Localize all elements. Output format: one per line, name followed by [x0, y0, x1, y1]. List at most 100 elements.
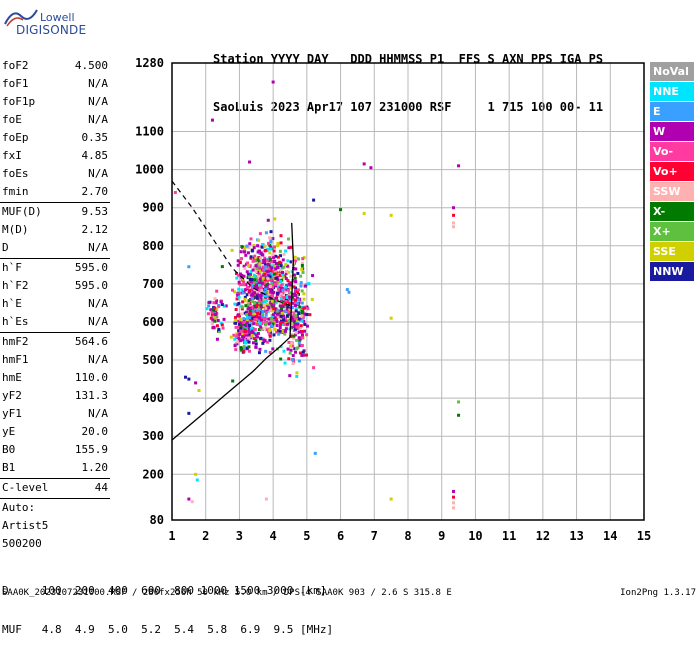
echo-point [290, 358, 294, 362]
y-tick-label: 600 [142, 315, 164, 329]
echo-point [250, 297, 254, 301]
echo-point [262, 274, 266, 278]
echo-point [269, 300, 273, 304]
echo-point [250, 326, 254, 330]
echo-point [389, 213, 393, 217]
x-tick-label: 9 [438, 529, 445, 543]
echo-point [251, 311, 255, 315]
echo-point [267, 286, 271, 290]
echo-point [267, 262, 271, 266]
legend-item-ssw: SSW [650, 182, 694, 201]
auto-info-line: 500200 [0, 535, 110, 553]
echo-point [257, 269, 261, 273]
echo-point [259, 295, 263, 299]
echo-point [289, 285, 293, 289]
echo-point [257, 302, 261, 306]
echo-point [294, 298, 298, 302]
echo-point [299, 324, 303, 328]
echo-point [274, 272, 278, 276]
echo-point [298, 311, 302, 315]
echo-point [266, 258, 270, 262]
echo-point [296, 314, 300, 318]
echo-point [260, 268, 264, 272]
echo-point [264, 287, 268, 291]
echo-point [286, 287, 290, 291]
param-row: yF1 N/A [0, 405, 110, 423]
echo-point [262, 293, 266, 297]
echo-point [299, 274, 303, 278]
echo-point [259, 257, 263, 261]
echo-point [265, 298, 269, 302]
echo-point [270, 266, 274, 270]
echo-point [272, 300, 276, 304]
echo-point [261, 275, 265, 279]
param-row: foE N/A [0, 111, 110, 129]
echo-point [276, 261, 280, 265]
echo-point [272, 307, 276, 311]
echo-point [303, 284, 307, 288]
echo-point [264, 292, 268, 296]
echo-point [236, 334, 240, 338]
echo-point [286, 288, 290, 292]
echo-point [259, 286, 263, 290]
echo-point [272, 277, 276, 281]
echo-point [213, 313, 217, 317]
echo-point [254, 294, 258, 298]
echo-point [260, 276, 264, 280]
echo-point [303, 312, 307, 316]
echo-point [254, 256, 258, 260]
echo-point [266, 285, 270, 289]
echo-point [263, 256, 267, 260]
echo-point [213, 297, 217, 301]
echo-point [264, 322, 268, 326]
echo-point [253, 331, 257, 335]
echo-point [299, 311, 303, 315]
param-row: MUF(D) 9.53 [0, 203, 110, 221]
echo-point [206, 312, 210, 316]
echo-point [281, 304, 285, 308]
echo-point [236, 340, 240, 344]
echo-point [240, 322, 244, 326]
echo-point [277, 284, 281, 288]
param-name: yF2 [2, 389, 22, 402]
echo-point [297, 311, 301, 315]
echo-point [248, 306, 252, 310]
echo-point [236, 336, 240, 340]
echo-point [239, 346, 243, 350]
echo-point [296, 298, 300, 302]
echo-point [259, 277, 263, 281]
echo-point [253, 257, 257, 261]
echo-point [283, 290, 287, 294]
y-tick-label: 900 [142, 201, 164, 215]
echo-point [270, 276, 274, 280]
echo-point [212, 308, 216, 312]
echo-point [262, 289, 266, 293]
echo-point [248, 287, 252, 291]
echo-point [287, 340, 291, 344]
echo-point [251, 331, 255, 335]
echo-point [256, 270, 260, 274]
echo-point [265, 307, 269, 311]
echo-point [260, 298, 264, 302]
param-value: 4.85 [81, 149, 109, 162]
echo-point [235, 303, 239, 307]
echo-point [294, 323, 298, 327]
echo-point [251, 248, 255, 252]
echo-point [242, 317, 246, 321]
echo-point [257, 298, 261, 302]
param-row: fxI 4.85 [0, 147, 110, 165]
echo-point [250, 300, 254, 304]
echo-point [250, 296, 254, 300]
echo-point [248, 312, 252, 316]
param-row: B0 155.9 [0, 441, 110, 459]
echo-point [292, 298, 296, 302]
echo-point [289, 322, 293, 326]
param-value: N/A [88, 95, 108, 108]
echo-point [270, 281, 274, 285]
param-value: 131.3 [74, 389, 108, 402]
echo-point [301, 316, 305, 320]
x-tick-label: 1 [168, 529, 175, 543]
echo-point [255, 279, 259, 283]
echo-point [290, 324, 294, 328]
param-name: yE [2, 425, 16, 438]
